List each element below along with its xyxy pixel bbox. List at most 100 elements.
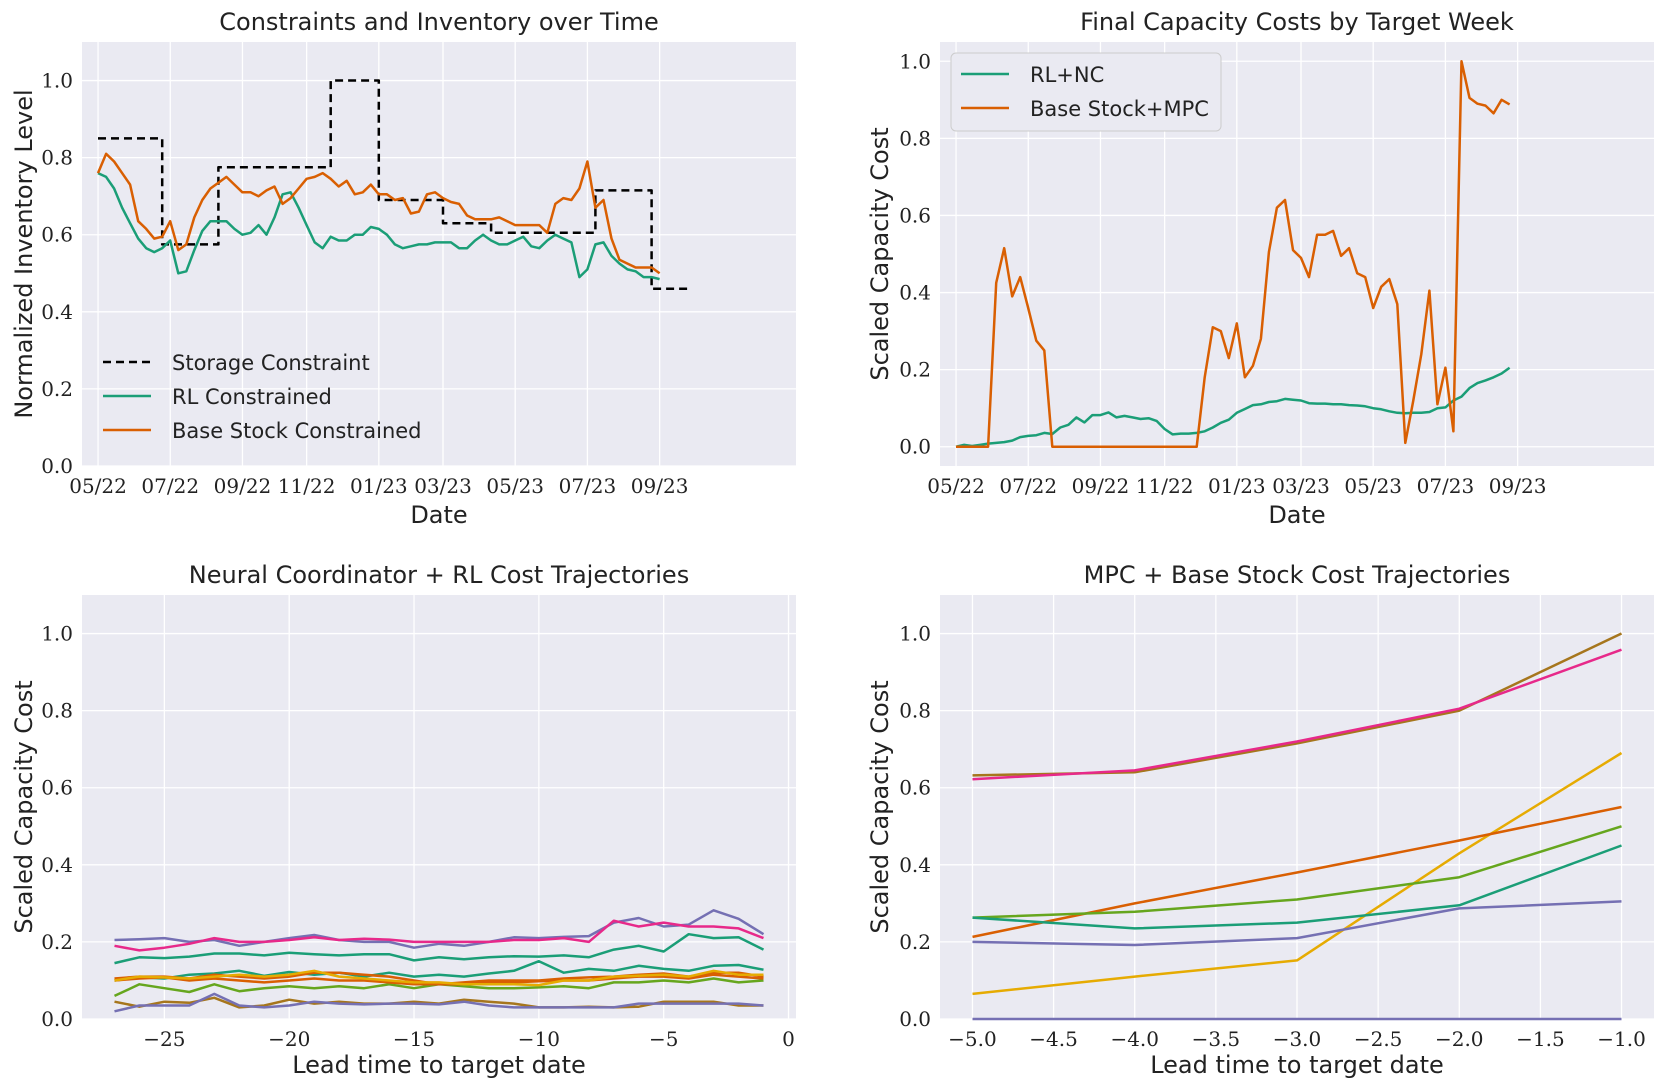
series-line-orange-2 bbox=[114, 973, 764, 986]
x-ticks-final-costs: 05/22 07/22 09/22 11/22 01/23 03/23 05/23 07/23… bbox=[927, 474, 1546, 498]
y-tick-label: 0.6 bbox=[899, 776, 931, 800]
xlabel-final-costs: Date bbox=[1268, 501, 1325, 529]
x-tick-label: −2.0 bbox=[1435, 1027, 1484, 1051]
x-tick-label: 11/22 bbox=[1136, 474, 1194, 498]
y-tick-label: 1.0 bbox=[899, 622, 931, 646]
y-ticks-final-costs: 0.0 0.2 0.4 0.6 0.8 1.0 bbox=[899, 49, 931, 458]
ylabel-nc-rl: Scaled Capacity Cost bbox=[10, 680, 38, 933]
series-inventory bbox=[96, 79, 692, 290]
series-line-pink bbox=[972, 648, 1622, 781]
series-line-pink bbox=[114, 919, 764, 952]
panel-nc-rl-trajectories: −25 −20 −15 −10 −5 0 0.0 0.2 0.4 0.6 0.8 1.0 Neura… bbox=[10, 561, 796, 1079]
x-tick-label: 07/22 bbox=[999, 474, 1057, 498]
y-tick-label: 0.6 bbox=[41, 776, 73, 800]
y-tick-label: 0.6 bbox=[899, 203, 931, 227]
x-tick-label: −5.0 bbox=[948, 1027, 997, 1051]
series-line-rl-nc bbox=[955, 366, 1511, 448]
title-inventory: Constraints and Inventory over Time bbox=[219, 8, 659, 36]
grid-inventory bbox=[82, 42, 796, 467]
series-line-purple-low bbox=[114, 992, 764, 1013]
series-line-base-stock-constrained bbox=[96, 152, 661, 275]
y-tick-label: 0.0 bbox=[41, 1007, 73, 1031]
x-tick-label: 03/23 bbox=[414, 474, 472, 498]
series-line-purple bbox=[972, 900, 1622, 947]
y-ticks-nc-rl: 0.0 0.2 0.4 0.6 0.8 1.0 bbox=[41, 622, 73, 1031]
x-tick-label: −4.5 bbox=[1029, 1027, 1078, 1051]
series-line-gold bbox=[114, 969, 764, 987]
x-tick-label: 01/23 bbox=[1208, 474, 1266, 498]
plot-area-inventory bbox=[82, 42, 796, 466]
x-tick-label: −2.5 bbox=[1354, 1027, 1403, 1051]
x-tick-label: −20 bbox=[268, 1027, 310, 1051]
series-line-teal-1 bbox=[114, 932, 765, 965]
legend-label-rl: RL Constrained bbox=[172, 385, 332, 409]
y-tick-label: 0.8 bbox=[899, 126, 931, 150]
x-ticks-inventory: 05/22 07/22 09/22 11/22 01/23 03/23 05/23 07/23… bbox=[69, 474, 688, 498]
legend-label-storage: Storage Constraint bbox=[172, 351, 370, 375]
title-final-costs: Final Capacity Costs by Target Week bbox=[1080, 8, 1514, 36]
y-tick-label: 0.0 bbox=[899, 435, 931, 459]
x-tick-label: 09/23 bbox=[1489, 474, 1547, 498]
series-line-rl-constrained bbox=[97, 171, 660, 281]
legend-label-rlnc: RL+NC bbox=[1030, 63, 1104, 87]
y-tick-label: 0.8 bbox=[41, 146, 73, 170]
x-tick-label: 05/22 bbox=[69, 474, 127, 498]
legend-final-costs: RL+NC Base Stock+MPC bbox=[950, 52, 1222, 132]
x-tick-label: −10 bbox=[518, 1027, 560, 1051]
x-tick-label: 09/22 bbox=[1072, 474, 1130, 498]
x-tick-label: 01/23 bbox=[350, 474, 408, 498]
x-tick-label: 07/22 bbox=[141, 474, 199, 498]
y-tick-label: 0.8 bbox=[899, 699, 931, 723]
x-tick-label: −5 bbox=[649, 1027, 678, 1051]
x-tick-label: 05/23 bbox=[1344, 474, 1402, 498]
y-tick-label: 0.2 bbox=[41, 930, 73, 954]
y-tick-label: 0.4 bbox=[899, 853, 931, 877]
series-line-teal bbox=[972, 844, 1622, 930]
x-ticks-nc-rl: −25 −20 −15 −10 −5 0 bbox=[143, 1027, 795, 1051]
series-line-green bbox=[972, 825, 1622, 919]
x-tick-label: 09/22 bbox=[214, 474, 272, 498]
title-nc-rl: Neural Coordinator + RL Cost Trajectorie… bbox=[189, 561, 689, 589]
x-tick-label: −1.5 bbox=[1516, 1027, 1565, 1051]
series-line-teal-2 bbox=[114, 959, 764, 982]
y-tick-label: 0.0 bbox=[899, 1007, 931, 1031]
xlabel-mpc: Lead time to target date bbox=[1150, 1051, 1444, 1079]
title-mpc: MPC + Base Stock Cost Trajectories bbox=[1084, 561, 1511, 589]
x-tick-label: 07/23 bbox=[559, 474, 617, 498]
y-tick-label: 0.2 bbox=[899, 358, 931, 382]
y-tick-label: 0.0 bbox=[41, 454, 73, 478]
y-ticks-mpc: 0.0 0.2 0.4 0.6 0.8 1.0 bbox=[899, 622, 931, 1031]
y-tick-label: 1.0 bbox=[899, 49, 931, 73]
x-tick-label: 03/23 bbox=[1272, 474, 1330, 498]
y-tick-label: 0.4 bbox=[41, 853, 73, 877]
x-tick-label: −4.0 bbox=[1110, 1027, 1159, 1051]
ylabel-final-costs: Scaled Capacity Cost bbox=[866, 127, 894, 380]
x-tick-label: 07/23 bbox=[1417, 474, 1475, 498]
series-final-costs bbox=[955, 60, 1511, 448]
series-nc-rl bbox=[113, 909, 765, 1013]
y-tick-label: 0.8 bbox=[41, 699, 73, 723]
series-line-gold bbox=[972, 751, 1623, 996]
x-tick-label: 05/22 bbox=[927, 474, 985, 498]
x-tick-label: 05/23 bbox=[486, 474, 544, 498]
x-tick-label: 0 bbox=[782, 1027, 795, 1051]
panel-final-costs: 05/22 07/22 09/22 11/22 01/23 03/23 05/23 07/23… bbox=[866, 8, 1654, 529]
panel-mpc-trajectories: −5.0 −4.5 −4.0 −3.5 −3.0 −2.5 −2.0 −1.5 −1.0 0.0… bbox=[866, 561, 1654, 1079]
legend-label-bsmpc: Base Stock+MPC bbox=[1030, 97, 1209, 121]
x-tick-label: −15 bbox=[393, 1027, 435, 1051]
grid-final-costs bbox=[940, 42, 1654, 466]
y-ticks-inventory: 0.0 0.2 0.4 0.6 0.8 1.0 bbox=[41, 69, 73, 478]
x-tick-label: 09/23 bbox=[631, 474, 689, 498]
y-tick-label: 0.2 bbox=[41, 377, 73, 401]
plot-area-nc-rl bbox=[82, 595, 796, 1019]
legend-inventory: Storage Constraint RL Constrained Base S… bbox=[103, 351, 422, 443]
panel-inventory: 05/22 07/22 09/22 11/22 01/23 03/23 05/23 07/23… bbox=[10, 8, 796, 529]
grid-nc-rl bbox=[82, 595, 796, 1020]
series-mpc bbox=[972, 632, 1623, 1021]
x-tick-label: −3.5 bbox=[1192, 1027, 1241, 1051]
x-tick-label: −3.0 bbox=[1273, 1027, 1322, 1051]
y-tick-label: 0.4 bbox=[899, 281, 931, 305]
series-line-storage-constraint bbox=[98, 79, 692, 290]
y-tick-label: 0.6 bbox=[41, 223, 73, 247]
